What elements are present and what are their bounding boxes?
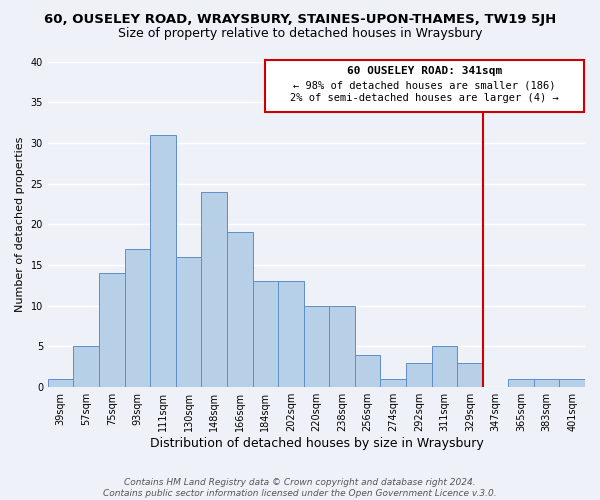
Bar — [48, 379, 73, 387]
Bar — [227, 232, 253, 387]
Bar — [380, 379, 406, 387]
Bar — [150, 135, 176, 387]
Bar — [355, 354, 380, 387]
Text: 60, OUSELEY ROAD, WRAYSBURY, STAINES-UPON-THAMES, TW19 5JH: 60, OUSELEY ROAD, WRAYSBURY, STAINES-UPO… — [44, 12, 556, 26]
Bar — [99, 273, 125, 387]
Text: Size of property relative to detached houses in Wraysbury: Size of property relative to detached ho… — [118, 28, 482, 40]
Bar — [534, 379, 559, 387]
Y-axis label: Number of detached properties: Number of detached properties — [15, 136, 25, 312]
Bar — [125, 249, 150, 387]
Text: 60 OUSELEY ROAD: 341sqm: 60 OUSELEY ROAD: 341sqm — [347, 66, 502, 76]
Bar — [508, 379, 534, 387]
Text: 2% of semi-detached houses are larger (4) →: 2% of semi-detached houses are larger (4… — [290, 94, 559, 104]
Bar — [304, 306, 329, 387]
Bar — [559, 379, 585, 387]
Bar — [253, 282, 278, 387]
Bar — [176, 257, 202, 387]
Bar — [329, 306, 355, 387]
Bar — [73, 346, 99, 387]
Bar — [265, 60, 584, 112]
Bar — [431, 346, 457, 387]
Bar — [202, 192, 227, 387]
Bar — [278, 282, 304, 387]
X-axis label: Distribution of detached houses by size in Wraysbury: Distribution of detached houses by size … — [149, 437, 484, 450]
Bar — [406, 363, 431, 387]
Text: ← 98% of detached houses are smaller (186): ← 98% of detached houses are smaller (18… — [293, 80, 556, 90]
Text: Contains HM Land Registry data © Crown copyright and database right 2024.
Contai: Contains HM Land Registry data © Crown c… — [103, 478, 497, 498]
Bar — [457, 363, 482, 387]
